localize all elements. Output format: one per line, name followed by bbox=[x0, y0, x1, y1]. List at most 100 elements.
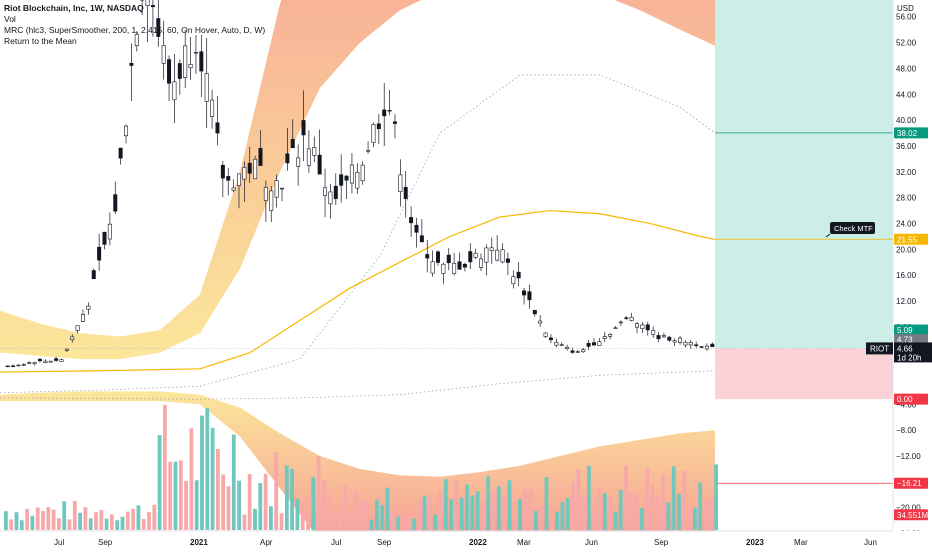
volume-bar bbox=[258, 483, 262, 530]
volume-bar bbox=[354, 492, 358, 530]
candle-body bbox=[200, 52, 203, 71]
candle-body bbox=[479, 259, 482, 267]
volume-bar bbox=[25, 509, 29, 530]
volume-bar bbox=[343, 484, 347, 530]
candle-body bbox=[641, 325, 644, 329]
candle-body bbox=[87, 306, 90, 309]
volume-bar bbox=[121, 517, 125, 530]
price-tick-label: 24.00 bbox=[896, 219, 917, 228]
volume-bar bbox=[184, 481, 188, 530]
volume-bar bbox=[592, 510, 596, 530]
vol-indicator-label[interactable]: Vol bbox=[4, 14, 265, 25]
volume-bar bbox=[269, 506, 273, 530]
volume-bar bbox=[370, 520, 374, 530]
volume-bar bbox=[163, 405, 167, 530]
candle-body bbox=[44, 361, 47, 363]
candle-body bbox=[350, 165, 353, 183]
volume-bar bbox=[52, 510, 56, 530]
symbol-title[interactable]: Riot Blockchain, Inc, 1W, NASDAQ bbox=[4, 3, 265, 14]
candle-body bbox=[232, 188, 235, 190]
volume-bar bbox=[232, 435, 236, 530]
candle-body bbox=[119, 148, 122, 158]
candle-body bbox=[54, 359, 57, 361]
candle-body bbox=[711, 344, 714, 347]
volume-bar bbox=[693, 508, 697, 530]
candle-body bbox=[533, 310, 536, 314]
volume-bar bbox=[57, 518, 61, 530]
volume-bar bbox=[651, 485, 655, 530]
candle-body bbox=[243, 167, 246, 179]
mrc-indicator-label[interactable]: MRC (hlc3, SuperSmoother, 200, 1, 2.415,… bbox=[4, 25, 265, 36]
volume-bar bbox=[327, 495, 331, 530]
volume-bar bbox=[31, 516, 35, 530]
candle-body bbox=[194, 52, 197, 53]
volume-bar bbox=[221, 474, 225, 530]
volume-bar bbox=[386, 488, 390, 530]
volume-bar bbox=[428, 496, 432, 530]
volume-bar bbox=[110, 514, 114, 530]
volume-bar bbox=[115, 520, 119, 530]
target-zone bbox=[715, 0, 893, 348]
candle-body bbox=[173, 82, 176, 100]
candle-body bbox=[506, 259, 509, 263]
candle-body bbox=[28, 363, 31, 364]
volume-bar bbox=[545, 477, 549, 530]
candle-body bbox=[189, 64, 192, 67]
volume-bar bbox=[248, 474, 252, 530]
candle-body bbox=[592, 343, 595, 345]
candle-body bbox=[463, 264, 466, 267]
candle-body bbox=[560, 345, 563, 346]
time-tick-label: Jun bbox=[585, 538, 598, 547]
volume-bar bbox=[317, 456, 321, 530]
volume-bar bbox=[15, 512, 19, 530]
time-tick-label: Jul bbox=[54, 538, 64, 547]
volume-bar bbox=[486, 476, 490, 530]
candle-body bbox=[270, 191, 273, 211]
volume-bar bbox=[598, 488, 602, 530]
rtm-indicator-label[interactable]: Return to the Mean bbox=[4, 36, 265, 47]
volume-bar bbox=[624, 465, 628, 530]
candle-body bbox=[598, 342, 601, 346]
candle-body bbox=[517, 272, 520, 278]
candle-body bbox=[221, 165, 224, 178]
candle-body bbox=[97, 247, 100, 260]
volume-bar bbox=[396, 517, 400, 530]
volume-bar bbox=[635, 494, 639, 530]
volume-bar bbox=[152, 505, 156, 530]
time-axis-background bbox=[0, 531, 932, 550]
volume-bar bbox=[417, 500, 421, 530]
callout-label: Check MTF bbox=[834, 224, 873, 233]
candle-body bbox=[345, 176, 348, 180]
volume-bar bbox=[582, 496, 586, 530]
volume-bar bbox=[333, 517, 337, 530]
candle-body bbox=[651, 330, 654, 334]
volume-bar bbox=[402, 516, 406, 530]
candle-body bbox=[323, 188, 326, 196]
volume-bar bbox=[264, 474, 268, 530]
volume-bar bbox=[359, 502, 363, 530]
volume-bar bbox=[168, 462, 172, 530]
volume-bar bbox=[364, 498, 368, 530]
candle-body bbox=[334, 186, 337, 198]
volume-bar bbox=[561, 502, 565, 530]
volume-bar bbox=[243, 515, 247, 530]
volume-bar bbox=[566, 498, 570, 530]
candle-body bbox=[205, 73, 208, 101]
volume-bar bbox=[534, 511, 538, 530]
volume-bar bbox=[476, 491, 480, 530]
candle-body bbox=[11, 366, 14, 367]
candle-body bbox=[33, 363, 36, 364]
candle-body bbox=[17, 365, 20, 366]
candle-body bbox=[291, 139, 294, 147]
volume-bar bbox=[614, 512, 618, 530]
time-tick-label: 2023 bbox=[746, 538, 764, 547]
volume-bar bbox=[306, 509, 310, 530]
volume-bar bbox=[508, 480, 512, 530]
price-tag-label: −16.21 bbox=[897, 479, 922, 488]
volume-bar bbox=[137, 505, 141, 530]
price-tick-label: 48.00 bbox=[896, 64, 917, 73]
candle-body bbox=[167, 60, 170, 84]
candle-body bbox=[264, 187, 267, 200]
